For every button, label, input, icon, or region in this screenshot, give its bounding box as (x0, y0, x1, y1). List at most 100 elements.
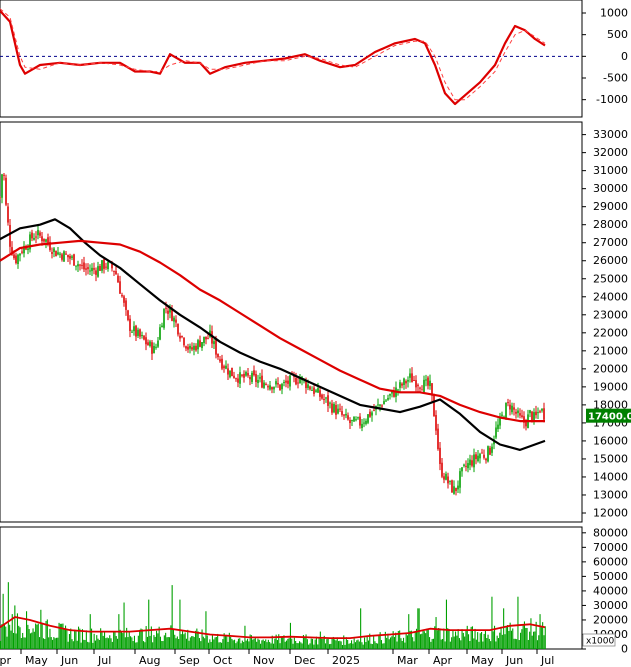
candle-body (89, 270, 91, 272)
volume-bar (93, 633, 95, 649)
candle-body (299, 378, 301, 384)
volume-bar (83, 639, 85, 649)
volume-bar (544, 626, 546, 649)
candle-body (421, 389, 423, 391)
candle-body (337, 408, 339, 414)
x-axis-label: Apr (433, 654, 453, 667)
volume-bar (496, 635, 498, 649)
candle-body (221, 358, 223, 369)
volume-bar (287, 638, 289, 649)
volume-bar (440, 639, 442, 649)
candle-body (487, 446, 489, 462)
volume-bar (236, 641, 238, 649)
volume-bar (340, 641, 342, 649)
price-axis-tick-label: 14000 (593, 470, 628, 483)
candle-body (195, 345, 197, 351)
candle-body (461, 467, 463, 472)
candle-body (71, 256, 73, 258)
candle-body (33, 237, 35, 240)
volume-bar (2, 593, 4, 649)
volume-bar (92, 642, 94, 649)
volume-bar (321, 638, 323, 649)
volume-bar (133, 635, 135, 649)
candle-body (525, 421, 527, 427)
candle-body (349, 420, 351, 424)
volume-bar (100, 628, 102, 649)
candle-body (339, 408, 341, 410)
volume-bar (63, 628, 65, 649)
candle-body (183, 337, 185, 346)
candle-body (5, 177, 7, 205)
candle-body (285, 380, 287, 383)
volume-bar (367, 640, 369, 649)
x-axis-label: Sep (179, 654, 200, 667)
volume-bar (31, 632, 33, 649)
x-axis-label: May (471, 654, 494, 667)
volume-bar (22, 632, 24, 649)
volume-bar (330, 643, 332, 649)
volume-bar (401, 640, 403, 649)
volume-bar (458, 638, 460, 649)
price-axis-tick-label: 26000 (593, 254, 628, 267)
candle-body (47, 237, 49, 244)
volume-bar (198, 638, 200, 649)
candle-body (385, 400, 387, 402)
candle-body (107, 261, 109, 270)
candle-body (507, 402, 509, 404)
volume-bar (148, 599, 150, 649)
volume-bar (295, 640, 297, 649)
volume-bar (14, 605, 16, 649)
volume-bar (487, 634, 489, 649)
candle-body (7, 206, 9, 223)
candle-body (443, 476, 445, 480)
volume-bar (191, 636, 193, 649)
volume-bar (435, 617, 437, 649)
candle-body (309, 386, 311, 390)
volume-bar (286, 640, 288, 649)
volume-bar (331, 638, 333, 649)
volume-bar (332, 636, 334, 649)
volume-bar (403, 637, 405, 649)
volume-bar (452, 629, 454, 649)
volume-bar (486, 638, 488, 649)
candle-body (235, 378, 237, 380)
price-axis-tick-label: 29000 (593, 200, 628, 213)
candle-body (217, 353, 219, 358)
candle-body (153, 345, 155, 354)
candle-body (381, 405, 383, 407)
candle-body (199, 340, 201, 347)
volume-bar (250, 635, 252, 649)
volume-bar (98, 639, 100, 649)
candle-body (253, 370, 255, 376)
candle-body (453, 486, 455, 494)
volume-bar (409, 630, 411, 649)
volume-bar (375, 643, 377, 649)
volume-bar (416, 628, 418, 649)
volume-bar (55, 637, 57, 649)
volume-bar (271, 635, 273, 649)
volume-bar (448, 629, 450, 649)
volume-bar (292, 643, 294, 649)
volume-y-axis: 8000070000600005000040000300002000010000… (582, 526, 628, 656)
volume-bar (347, 639, 349, 649)
volume-bar (518, 640, 520, 649)
volume-bar (491, 596, 493, 649)
volume-bar (106, 637, 108, 649)
volume-bar (122, 633, 124, 649)
candle-body (389, 394, 391, 396)
candle-body (213, 341, 215, 345)
volume-bar (156, 630, 158, 649)
volume-bar (542, 622, 544, 649)
volume-bar (410, 630, 412, 649)
candle-body (231, 367, 233, 377)
candle-body (237, 378, 239, 383)
candle-body (241, 374, 243, 376)
price-axis-tick-label: 21000 (593, 344, 628, 357)
volume-bar (136, 642, 138, 649)
candle-body (361, 423, 363, 429)
candle-body (267, 386, 269, 388)
volume-bar (471, 626, 473, 649)
volume-bar (62, 623, 64, 649)
volume-bar (18, 625, 20, 649)
